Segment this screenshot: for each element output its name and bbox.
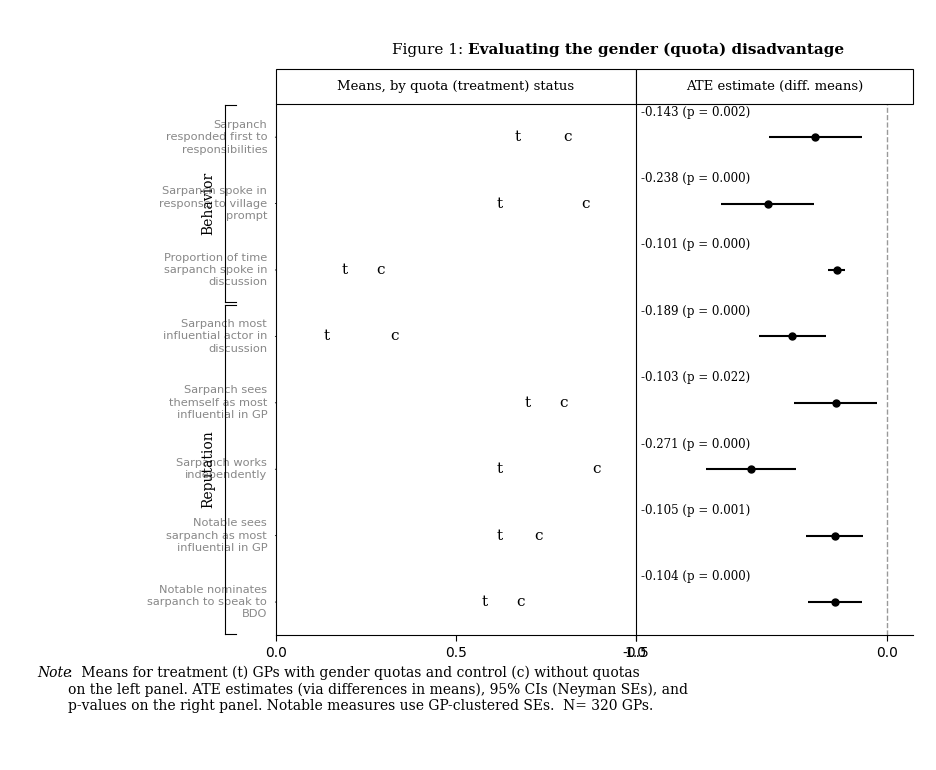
Text: Note: Note bbox=[37, 666, 72, 680]
Text: Sarpanch spoke in
response to village
prompt: Sarpanch spoke in response to village pr… bbox=[159, 186, 267, 221]
Text: -0.271 (p = 0.000): -0.271 (p = 0.000) bbox=[641, 437, 750, 450]
Text: -0.103 (p = 0.022): -0.103 (p = 0.022) bbox=[641, 371, 750, 384]
Text: t: t bbox=[342, 263, 347, 277]
Text: -0.101 (p = 0.000): -0.101 (p = 0.000) bbox=[641, 239, 750, 251]
Text: c: c bbox=[560, 396, 568, 410]
Text: t: t bbox=[525, 396, 531, 410]
Text: t: t bbox=[482, 595, 488, 609]
Text: -0.238 (p = 0.000): -0.238 (p = 0.000) bbox=[641, 172, 750, 185]
Text: c: c bbox=[517, 595, 525, 609]
Text: t: t bbox=[496, 462, 503, 476]
Text: c: c bbox=[563, 130, 572, 144]
Text: Reputation: Reputation bbox=[201, 430, 214, 508]
Text: Behavior: Behavior bbox=[201, 172, 214, 235]
Text: Sarpanch
responded first to
responsibilities: Sarpanch responded first to responsibili… bbox=[166, 120, 267, 155]
Text: Notable sees
sarpanch as most
influential in GP: Notable sees sarpanch as most influentia… bbox=[167, 518, 267, 553]
Text: t: t bbox=[324, 330, 329, 343]
Text: Evaluating the gender (quota) disadvantage: Evaluating the gender (quota) disadvanta… bbox=[468, 43, 844, 57]
Text: c: c bbox=[376, 263, 385, 277]
Text: Means, by quota (treatment) status: Means, by quota (treatment) status bbox=[338, 80, 575, 93]
Text: c: c bbox=[390, 330, 399, 343]
Text: t: t bbox=[496, 529, 503, 543]
Text: c: c bbox=[534, 529, 543, 543]
Text: -0.104 (p = 0.000): -0.104 (p = 0.000) bbox=[641, 571, 751, 584]
Text: :  Means for treatment (t) GPs with gender quotas and control (c) without quotas: : Means for treatment (t) GPs with gende… bbox=[68, 666, 688, 713]
Text: -0.143 (p = 0.002): -0.143 (p = 0.002) bbox=[641, 105, 750, 119]
Text: t: t bbox=[514, 130, 520, 144]
Text: Sarpanch most
influential actor in
discussion: Sarpanch most influential actor in discu… bbox=[163, 319, 267, 353]
Text: Proportion of time
sarpanch spoke in
discussion: Proportion of time sarpanch spoke in dis… bbox=[164, 253, 267, 287]
Text: Sarpanch works
independently: Sarpanch works independently bbox=[176, 458, 267, 480]
Text: -0.105 (p = 0.001): -0.105 (p = 0.001) bbox=[641, 504, 750, 517]
Text: -0.189 (p = 0.000): -0.189 (p = 0.000) bbox=[641, 305, 750, 318]
Text: t: t bbox=[496, 196, 503, 210]
Text: Notable nominates
sarpanch to speak to
BDO: Notable nominates sarpanch to speak to B… bbox=[147, 584, 267, 619]
Text: c: c bbox=[581, 196, 590, 210]
Text: ATE estimate (diff. means): ATE estimate (diff. means) bbox=[685, 80, 863, 93]
Text: Sarpanch sees
themself as most
influential in GP: Sarpanch sees themself as most influenti… bbox=[168, 386, 267, 420]
Text: Figure 1:: Figure 1: bbox=[392, 43, 468, 57]
Text: c: c bbox=[592, 462, 601, 476]
